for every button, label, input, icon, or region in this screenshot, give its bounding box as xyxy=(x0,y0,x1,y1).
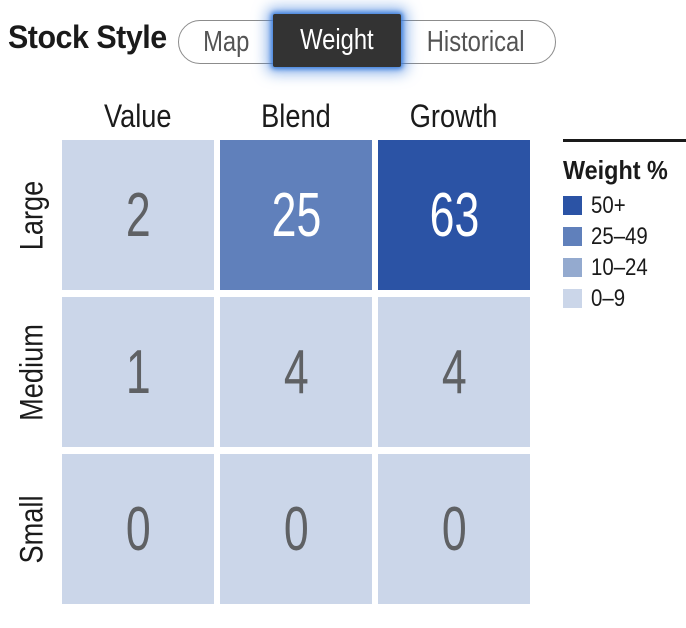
cell-value: 2 xyxy=(125,180,151,250)
legend: Weight % 50+ 25–49 10–24 0–9 xyxy=(563,139,686,314)
row-label-small: Small xyxy=(13,494,50,564)
legend-swatch-25-49-icon xyxy=(563,227,582,246)
legend-swatch-0-9-icon xyxy=(563,289,582,308)
cell-large-value: 2 xyxy=(62,140,214,290)
cell-small-growth: 0 xyxy=(378,454,530,604)
column-header-growth: Growth xyxy=(410,97,498,134)
cell-value: 1 xyxy=(125,337,151,407)
tab-weight-label: Weight xyxy=(300,23,374,56)
cell-value: 25 xyxy=(271,180,321,250)
cell-value: 4 xyxy=(283,337,309,407)
cell-value: 0 xyxy=(441,494,467,564)
legend-item-10-24: 10–24 xyxy=(563,252,686,283)
legend-title: Weight % xyxy=(563,155,668,185)
page-title: Stock Style xyxy=(8,19,167,55)
cell-medium-growth: 4 xyxy=(378,297,530,447)
legend-label: 25–49 xyxy=(591,222,648,250)
cell-medium-blend: 4 xyxy=(220,297,372,447)
legend-items: 50+ 25–49 10–24 0–9 xyxy=(563,190,686,314)
cell-value: 0 xyxy=(125,494,151,564)
row-label-medium: Medium xyxy=(13,323,50,421)
legend-label: 0–9 xyxy=(591,284,626,312)
cell-large-blend: 25 xyxy=(220,140,372,290)
tab-historical-label: Historical xyxy=(427,25,525,58)
legend-item-25-49: 25–49 xyxy=(563,221,686,252)
tab-historical[interactable]: Historical xyxy=(398,21,554,63)
row-label-large: Large xyxy=(13,180,50,250)
tab-weight[interactable]: Weight xyxy=(273,13,401,67)
legend-item-0-9: 0–9 xyxy=(563,283,686,314)
column-header-value: Value xyxy=(104,97,172,134)
legend-item-50plus: 50+ xyxy=(563,190,686,221)
tab-map[interactable]: Map xyxy=(179,21,273,63)
cell-small-blend: 0 xyxy=(220,454,372,604)
cell-medium-value: 1 xyxy=(62,297,214,447)
legend-swatch-50plus-icon xyxy=(563,196,582,215)
legend-label: 10–24 xyxy=(591,253,648,281)
cell-value: 4 xyxy=(441,337,467,407)
tab-map-label: Map xyxy=(202,25,250,58)
view-toggle: Map Weight Historical xyxy=(178,13,556,67)
column-header-blend: Blend xyxy=(261,97,331,134)
cell-large-growth: 63 xyxy=(378,140,530,290)
cell-value: 63 xyxy=(429,180,479,250)
cell-small-value: 0 xyxy=(62,454,214,604)
legend-label: 50+ xyxy=(591,191,626,219)
legend-swatch-10-24-icon xyxy=(563,258,582,277)
cell-value: 0 xyxy=(283,494,309,564)
